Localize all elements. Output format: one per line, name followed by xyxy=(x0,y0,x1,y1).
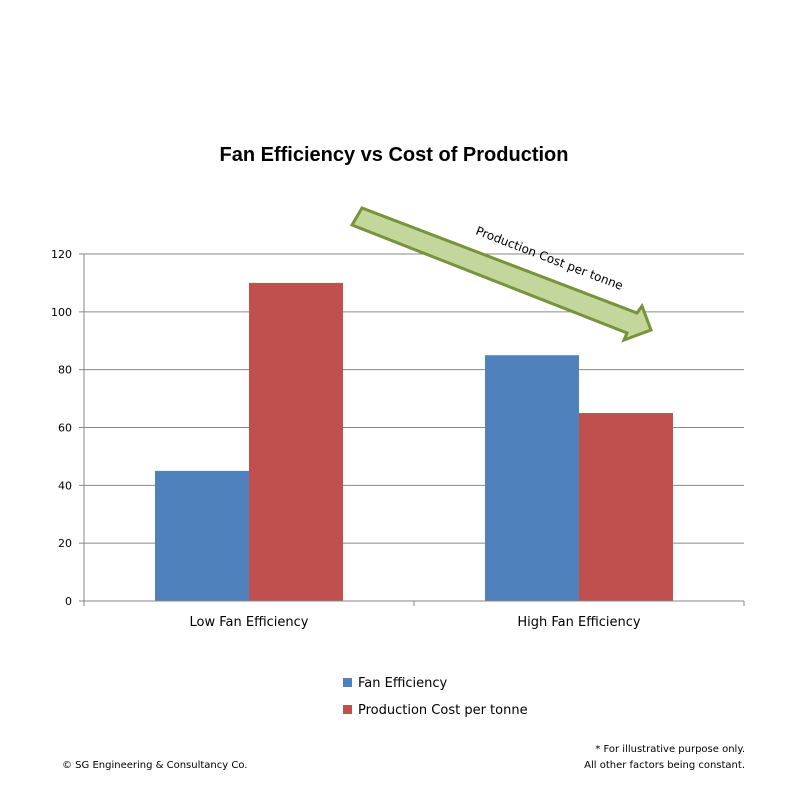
y-tick-labels: 0 20 40 60 80 100 120 xyxy=(51,248,84,608)
y-tick-label: 0 xyxy=(65,595,72,608)
disclaimer-line-1: * For illustrative purpose only. xyxy=(595,744,745,755)
trend-arrow-shape xyxy=(349,206,653,343)
y-tick-label: 60 xyxy=(58,422,72,435)
annotation-arrow: Production Cost per tonne xyxy=(349,206,653,343)
chart-title: Fan Efficiency vs Cost of Production xyxy=(220,144,569,166)
bars xyxy=(155,282,673,601)
bar-production-cost-per-tonne xyxy=(249,282,343,601)
y-tick-label: 80 xyxy=(58,364,72,377)
bar-fan-efficiency xyxy=(155,470,249,601)
legend-label: Production Cost per tonne xyxy=(358,703,528,718)
x-category-label: Low Fan Efficiency xyxy=(190,615,309,630)
y-tick-label: 120 xyxy=(51,248,72,261)
x-category-label: High Fan Efficiency xyxy=(517,615,641,630)
x-category-labels: Low Fan Efficiency High Fan Efficiency xyxy=(190,615,641,630)
legend: Fan Efficiency Production Cost per tonne xyxy=(343,676,528,718)
bar-production-cost-per-tonne xyxy=(579,413,673,601)
copyright-text: © SG Engineering & Consultancy Co. xyxy=(62,760,247,771)
legend-swatch xyxy=(343,705,352,714)
y-tick-label: 100 xyxy=(51,306,72,319)
legend-swatch xyxy=(343,678,352,687)
y-tick-label: 20 xyxy=(58,537,72,550)
disclaimer-line-2: All other factors being constant. xyxy=(584,760,745,771)
legend-label: Fan Efficiency xyxy=(358,676,448,691)
bar-fan-efficiency xyxy=(485,355,579,601)
y-tick-label: 40 xyxy=(58,479,72,492)
